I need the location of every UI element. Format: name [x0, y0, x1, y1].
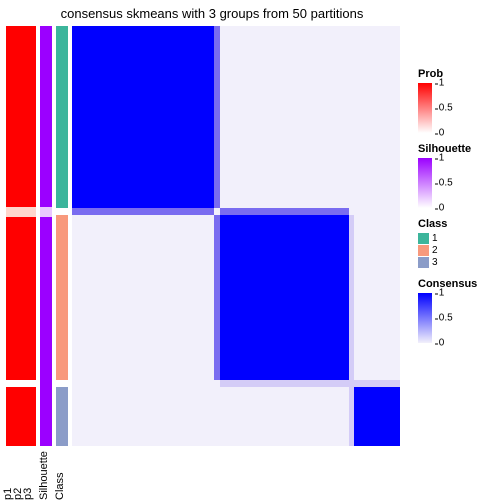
track-label-p3: p3 — [22, 488, 34, 500]
legend-class-title: Class — [418, 218, 500, 230]
legend-class: Class 123 — [418, 218, 500, 268]
legend-sil-gradient — [418, 158, 432, 208]
legend-cons: Consensus 10.50 — [418, 278, 500, 343]
plot-area — [6, 26, 406, 446]
track-label-class: Class — [54, 472, 66, 500]
legend-prob-title: Prob — [418, 68, 500, 80]
legend-cons-title: Consensus — [418, 278, 500, 290]
legend-swatch-1 — [418, 233, 429, 244]
legend-sil-title: Silhouette — [418, 143, 500, 155]
track-p3 — [26, 26, 36, 446]
legend-prob: Prob 10.50 — [418, 68, 500, 133]
legend-swatch-3 — [418, 257, 429, 268]
track-label-silhouette: Silhouette — [38, 451, 50, 500]
track-p2 — [16, 26, 26, 446]
track-cls — [56, 26, 68, 446]
legend-sil: Silhouette 10.50 — [418, 143, 500, 208]
legends: Prob 10.50 Silhouette 10.50 Class 123 Co… — [418, 68, 500, 353]
plot-title: consensus skmeans with 3 groups from 50 … — [0, 6, 424, 21]
legend-prob-gradient — [418, 83, 432, 133]
legend-swatch-2 — [418, 245, 429, 256]
track-p1 — [6, 26, 16, 446]
legend-cons-gradient — [418, 293, 432, 343]
track-sil — [40, 26, 52, 446]
consensus-heatmap — [72, 26, 400, 446]
track-labels: p1p2p3SilhouetteClass — [6, 450, 406, 500]
